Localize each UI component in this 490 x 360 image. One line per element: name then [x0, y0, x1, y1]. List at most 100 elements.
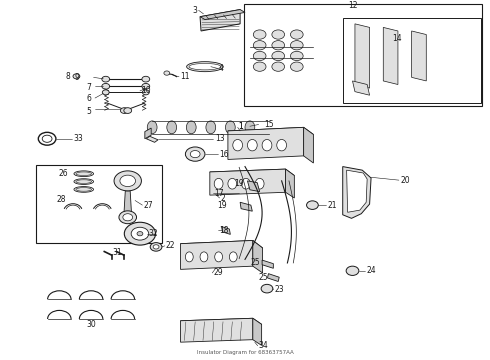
- Ellipse shape: [185, 252, 193, 262]
- Polygon shape: [286, 169, 294, 198]
- Polygon shape: [383, 27, 398, 85]
- Text: 23: 23: [274, 285, 284, 294]
- Circle shape: [121, 108, 128, 113]
- Circle shape: [253, 51, 266, 60]
- Polygon shape: [228, 127, 304, 159]
- Polygon shape: [253, 318, 262, 345]
- Circle shape: [102, 90, 109, 95]
- Text: 5: 5: [86, 107, 91, 116]
- Text: 14: 14: [392, 33, 402, 42]
- Polygon shape: [180, 240, 253, 269]
- Circle shape: [346, 266, 359, 275]
- Ellipse shape: [215, 252, 222, 262]
- Polygon shape: [124, 191, 132, 216]
- Ellipse shape: [74, 171, 94, 177]
- Circle shape: [102, 84, 110, 89]
- Text: 9: 9: [75, 73, 80, 82]
- Polygon shape: [343, 167, 371, 218]
- Circle shape: [291, 41, 303, 50]
- Circle shape: [190, 150, 200, 158]
- Ellipse shape: [189, 63, 221, 70]
- Polygon shape: [268, 274, 279, 282]
- Ellipse shape: [74, 179, 94, 184]
- Circle shape: [272, 62, 285, 71]
- Text: 3: 3: [193, 6, 197, 15]
- Bar: [343, 18, 481, 103]
- Text: 25: 25: [250, 258, 260, 267]
- Polygon shape: [247, 181, 260, 192]
- Circle shape: [124, 222, 156, 245]
- Circle shape: [291, 51, 303, 60]
- Polygon shape: [180, 240, 263, 251]
- Text: 12: 12: [348, 1, 358, 10]
- Text: 18: 18: [220, 226, 229, 235]
- Circle shape: [272, 41, 285, 50]
- Polygon shape: [412, 31, 426, 81]
- Polygon shape: [352, 81, 369, 95]
- Polygon shape: [346, 170, 367, 212]
- Circle shape: [114, 171, 142, 191]
- Text: 15: 15: [265, 120, 274, 129]
- Text: 8: 8: [66, 72, 71, 81]
- Text: 24: 24: [366, 266, 376, 275]
- Ellipse shape: [225, 121, 235, 134]
- Circle shape: [119, 211, 137, 224]
- Ellipse shape: [76, 180, 92, 183]
- Polygon shape: [200, 10, 245, 19]
- Circle shape: [124, 108, 132, 113]
- Ellipse shape: [186, 121, 196, 134]
- Text: 31: 31: [112, 248, 122, 257]
- Polygon shape: [304, 127, 314, 163]
- Text: 28: 28: [57, 195, 66, 204]
- Circle shape: [143, 90, 149, 95]
- Circle shape: [272, 51, 285, 60]
- Circle shape: [42, 135, 52, 142]
- Text: 10: 10: [142, 86, 151, 95]
- Polygon shape: [210, 169, 294, 178]
- Text: 27: 27: [144, 201, 153, 210]
- Circle shape: [150, 243, 162, 251]
- Circle shape: [131, 227, 149, 240]
- Text: 7: 7: [86, 83, 91, 92]
- Text: 6: 6: [86, 94, 91, 103]
- Text: 2: 2: [220, 194, 225, 203]
- Polygon shape: [355, 24, 369, 88]
- Bar: [36, 165, 162, 243]
- Circle shape: [73, 74, 80, 79]
- Circle shape: [153, 245, 159, 249]
- Ellipse shape: [74, 186, 94, 192]
- Text: 26: 26: [58, 168, 68, 177]
- Ellipse shape: [255, 178, 264, 189]
- Ellipse shape: [214, 178, 223, 189]
- Circle shape: [253, 62, 266, 71]
- Text: 16: 16: [220, 150, 229, 159]
- Ellipse shape: [76, 172, 92, 176]
- Ellipse shape: [147, 121, 157, 134]
- Circle shape: [123, 214, 133, 221]
- Polygon shape: [180, 318, 253, 342]
- Text: 32: 32: [148, 229, 158, 238]
- Circle shape: [142, 76, 150, 82]
- Circle shape: [120, 175, 136, 186]
- Ellipse shape: [228, 178, 237, 189]
- Circle shape: [142, 84, 150, 89]
- Polygon shape: [180, 318, 262, 327]
- Text: 25: 25: [258, 274, 268, 283]
- Circle shape: [291, 62, 303, 71]
- Text: 19: 19: [217, 201, 226, 210]
- Text: 21: 21: [327, 201, 337, 210]
- Polygon shape: [200, 10, 240, 31]
- Circle shape: [291, 30, 303, 39]
- Circle shape: [253, 41, 266, 50]
- Ellipse shape: [206, 121, 216, 134]
- Text: Insulator Diagram for 68363757AA: Insulator Diagram for 68363757AA: [196, 350, 294, 355]
- Text: 4: 4: [218, 64, 223, 73]
- Polygon shape: [228, 127, 314, 138]
- Text: 17: 17: [214, 189, 224, 198]
- Polygon shape: [240, 202, 252, 211]
- Polygon shape: [262, 260, 273, 268]
- Polygon shape: [221, 226, 230, 234]
- Ellipse shape: [233, 139, 243, 151]
- Polygon shape: [147, 136, 158, 142]
- Polygon shape: [145, 128, 151, 139]
